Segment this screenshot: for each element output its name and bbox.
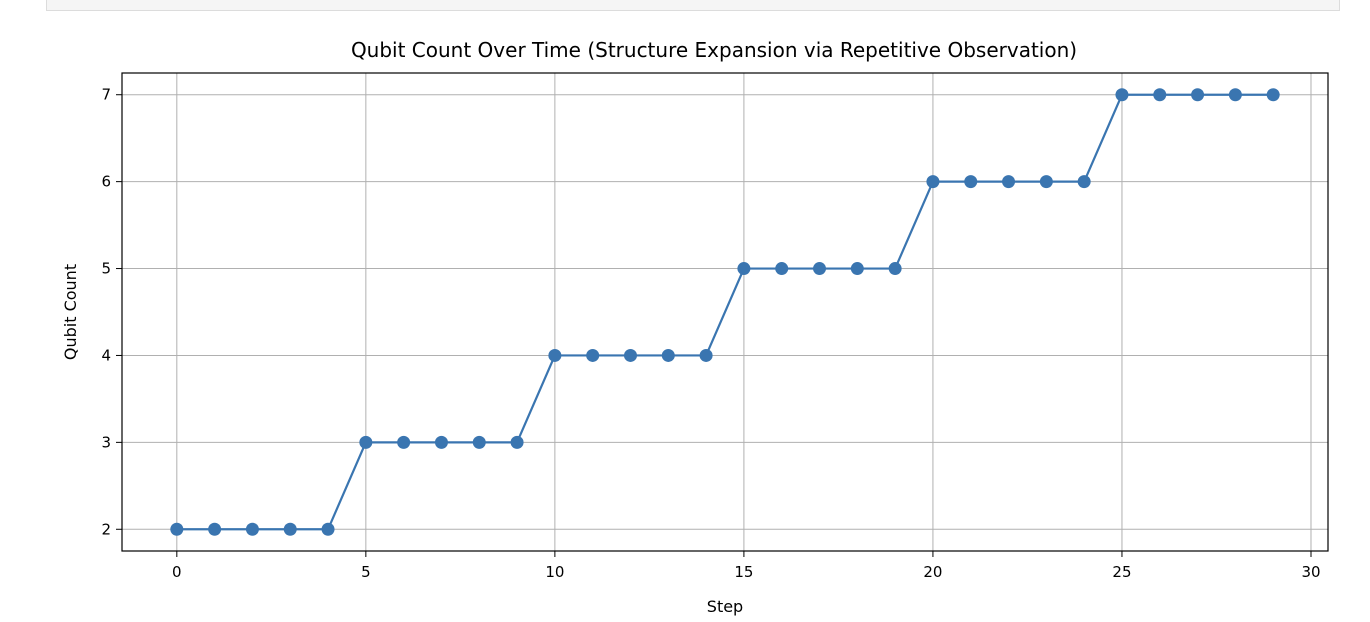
x-tick-label: 15	[734, 563, 753, 581]
data-point	[283, 522, 297, 536]
data-point	[850, 262, 864, 276]
data-point	[699, 348, 713, 362]
data-point	[1002, 175, 1016, 189]
x-tick-label: 25	[1112, 563, 1131, 581]
data-point	[434, 435, 448, 449]
data-point	[623, 348, 637, 362]
data-point	[1266, 88, 1280, 102]
data-point	[359, 435, 373, 449]
data-point	[813, 262, 827, 276]
tick-layer: 0 5 10 15 20 25 30 2 3 4 5 6 7	[101, 86, 1320, 581]
data-point	[964, 175, 978, 189]
series-line	[176, 93, 1274, 531]
x-tick-label: 30	[1301, 563, 1320, 581]
axes-frame	[121, 72, 1329, 552]
y-tick-label: 7	[101, 86, 111, 104]
data-point	[321, 522, 335, 536]
data-point	[1077, 175, 1091, 189]
data-point	[775, 262, 789, 276]
y-tick-label: 5	[101, 260, 111, 278]
data-point	[1039, 175, 1053, 189]
data-point	[472, 435, 486, 449]
data-point	[1191, 88, 1205, 102]
data-point	[926, 175, 940, 189]
y-tick-label: 2	[101, 520, 111, 538]
data-point	[888, 262, 902, 276]
x-tick-label: 0	[172, 563, 182, 581]
x-tick-label: 10	[545, 563, 564, 581]
series-layer	[170, 88, 1280, 536]
data-point	[586, 348, 600, 362]
chart-title: Qubit Count Over Time (Structure Expansi…	[351, 38, 1077, 62]
data-point	[661, 348, 675, 362]
y-tick-label: 6	[101, 173, 111, 191]
data-point	[1228, 88, 1242, 102]
y-tick-label: 3	[101, 433, 111, 451]
data-point	[1153, 88, 1167, 102]
y-axis-label: Qubit Count	[61, 264, 80, 360]
data-point	[170, 522, 184, 536]
previous-cell-strip	[46, 0, 1340, 11]
x-tick-label: 5	[361, 563, 371, 581]
y-tick-label: 4	[101, 346, 111, 364]
data-point	[208, 522, 222, 536]
data-point	[548, 348, 562, 362]
data-point	[510, 435, 524, 449]
x-tick-label: 20	[923, 563, 942, 581]
data-point	[1115, 88, 1129, 102]
data-point	[737, 262, 751, 276]
x-axis-label: Step	[707, 597, 743, 616]
grid-lines	[122, 73, 1328, 551]
data-point	[397, 435, 411, 449]
data-point	[245, 522, 259, 536]
